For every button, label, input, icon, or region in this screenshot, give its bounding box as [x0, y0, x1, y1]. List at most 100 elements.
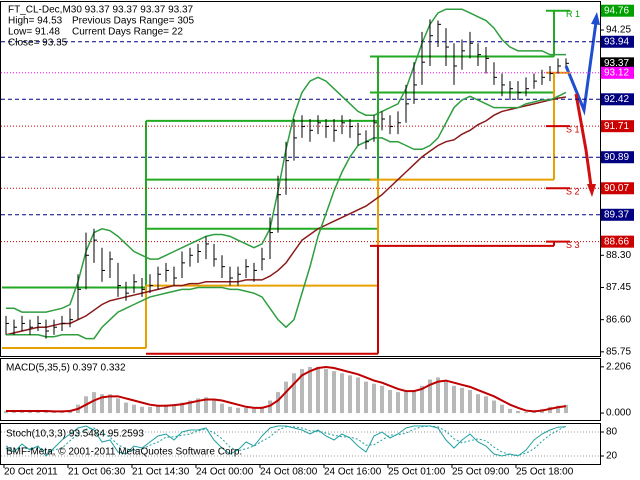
- macd-bar: [172, 404, 176, 414]
- macd-bar: [564, 404, 568, 414]
- macd-bar: [556, 405, 560, 414]
- macd-bar: [444, 381, 448, 414]
- macd-bar: [524, 412, 528, 414]
- y-tick-label: 85.75: [606, 346, 631, 357]
- macd-bar: [36, 410, 40, 414]
- info-text: Previous Days Range= 305: [72, 16, 194, 27]
- stoch-pane-frame: [0, 423, 601, 465]
- pane-title: MACD(5,35,5) 0.397 0.332: [6, 363, 126, 374]
- macd-bar: [252, 408, 256, 414]
- level-label: S 2: [566, 187, 580, 197]
- level-label: R 1: [566, 9, 580, 19]
- macd-bar: [28, 410, 32, 414]
- macd-bar: [196, 398, 200, 414]
- x-tick-label: 25 Oct 09:00: [452, 467, 510, 478]
- projection-up: [564, 21, 598, 116]
- macd-bar: [276, 392, 280, 414]
- macd-bar: [324, 369, 328, 414]
- macd-bar: [340, 373, 344, 414]
- macd-bar: [404, 392, 408, 414]
- price-box: [601, 66, 634, 79]
- price-box: [601, 93, 634, 106]
- price-box-label: 92.42: [604, 94, 629, 105]
- macd-bar: [332, 371, 336, 414]
- main-pane-frame: [0, 1, 601, 357]
- x-tick-label: 24 Oct 16:00: [324, 467, 382, 478]
- price-box-label: 93.94: [604, 36, 629, 47]
- macd-bar: [356, 377, 360, 414]
- x-tick-label: 21 Oct 14:30: [132, 467, 190, 478]
- macd-bar: [396, 392, 400, 414]
- macd-bar: [92, 392, 96, 414]
- macd-bar: [284, 381, 288, 414]
- level-label: S 3: [566, 240, 580, 250]
- macd-bar: [188, 400, 192, 414]
- macd-bar: [380, 385, 384, 414]
- macd-bar: [500, 404, 504, 414]
- price-box: [601, 182, 634, 195]
- macd-bar: [428, 379, 432, 414]
- macd-bar: [516, 410, 520, 414]
- y-tick-label: 94.25: [606, 25, 631, 36]
- macd-bar: [204, 397, 208, 414]
- macd-bar: [108, 394, 112, 414]
- macd-bar: [260, 406, 264, 414]
- info-text: High= 94.53: [8, 16, 63, 27]
- price-box-label: 90.89: [604, 152, 629, 163]
- macd-bar: [372, 383, 376, 414]
- y-tick-label: 20: [606, 451, 618, 462]
- macd-bar: [4, 410, 8, 414]
- price-box: [601, 4, 634, 17]
- x-tick-label: 25 Oct 01:00: [388, 467, 446, 478]
- price-box: [601, 57, 634, 70]
- macd-bar: [316, 366, 320, 414]
- indicator-line: [5, 96, 567, 336]
- price-box: [601, 151, 634, 164]
- y-tick-label: 86.60: [606, 314, 631, 325]
- macd-bar: [12, 410, 16, 414]
- y-tick-label: 88.30: [606, 250, 631, 261]
- level-label: S 1: [566, 125, 580, 135]
- y-tick-label: 87.45: [606, 282, 631, 293]
- macd-bar: [124, 402, 128, 414]
- price-box-label: 90.07: [604, 183, 629, 194]
- macd-bar: [492, 400, 496, 414]
- macd-bar: [212, 400, 216, 414]
- macd-bar: [412, 390, 416, 414]
- info-text: Low= 91.48: [8, 27, 60, 38]
- macd-bar: [100, 394, 104, 414]
- x-tick-label: 21 Oct 06:30: [68, 467, 126, 478]
- macd-bar: [548, 406, 552, 414]
- macd-bar: [292, 373, 296, 414]
- macd-signal: [6, 365, 567, 413]
- macd-bar: [44, 412, 48, 414]
- info-text: FT_CL-Dec,M30 93.37 93.37 93.37 93.37: [8, 5, 194, 16]
- x-tick-label: 24 Oct 08:00: [260, 467, 318, 478]
- stoch-line: [5, 425, 567, 456]
- macd-bar: [140, 406, 144, 414]
- copyright: BMF-Meta, © 2001-2011 MetaQuotes Softwar…: [6, 447, 242, 458]
- price-box: [601, 35, 634, 48]
- macd-bar: [452, 385, 456, 414]
- price-box-label: 93.12: [604, 67, 629, 78]
- price-box: [601, 235, 634, 248]
- y-tick-label: 2.206: [606, 361, 631, 372]
- projection-arrows: [564, 12, 600, 197]
- macd-pane-frame: [0, 358, 601, 421]
- indicator-line: [6, 91, 567, 340]
- x-tick-label: 20 Oct 2011: [4, 467, 58, 478]
- x-tick-label: 24 Oct 00:00: [196, 467, 254, 478]
- macd-bar: [156, 405, 160, 414]
- price-box: [601, 208, 634, 221]
- macd-bar: [268, 400, 272, 414]
- macd-bar: [460, 387, 464, 414]
- macd-bar: [348, 375, 352, 414]
- macd-bar: [468, 390, 472, 414]
- macd-bar: [476, 394, 480, 414]
- price-box-label: 89.37: [604, 209, 629, 220]
- macd-bar: [508, 408, 512, 414]
- macd-bar: [220, 403, 224, 414]
- macd-bar: [132, 404, 136, 414]
